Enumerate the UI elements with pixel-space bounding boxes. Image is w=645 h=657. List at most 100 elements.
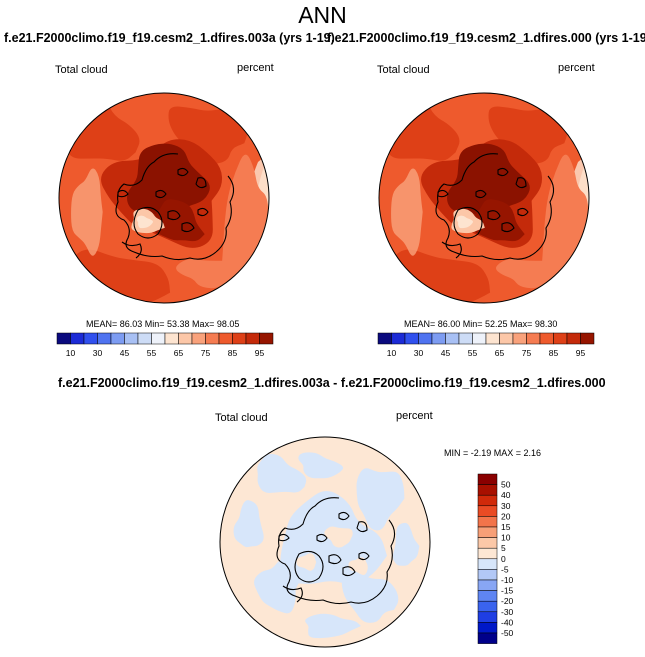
right-colorbar-box [539,332,554,345]
right-colorbar-tick-label: 10 [387,348,397,358]
diff-coastline [282,585,303,603]
right-panel-title: f.e21.F2000climo.f19_f19.cesm2_1.dfires.… [327,31,645,45]
diff-colorbar-tick-label: 20 [501,511,511,521]
right-colorbar-tick-label: 65 [495,348,505,358]
diff-field-positive-patch [296,553,317,571]
diff-colorbar-tick-label: -10 [501,575,514,585]
diff-field-positive-patch [348,557,368,576]
diff-colorbar-tick-label: 10 [501,533,511,543]
diff-panel-title: f.e21.F2000climo.f19_f19.cesm2_1.dfires.… [58,376,606,390]
right-coastline [453,206,483,239]
diff-colorbar-tick-label: -5 [501,564,509,574]
right-colorbar-box [512,332,527,345]
diff-coastline [342,566,356,577]
left-coastline [115,153,217,261]
diff-field [220,437,430,647]
left-colorbar: 10 30 45 55 65 75 85 95 [56,332,274,358]
left-map [58,92,270,304]
left-colorbar-box [124,332,139,345]
right-colorbar-box [580,332,595,345]
right-colorbar-box [377,332,392,345]
right-colorbar-box [472,332,487,345]
right-colorbar-box [458,332,473,345]
left-colorbar-tick-label: 10 [66,348,76,358]
right-colorbar-box [499,332,514,345]
right-coastline [475,189,487,199]
left-colorbar-box [218,332,233,345]
right-colorbar-tick-label: 85 [549,348,559,358]
diff-field-negative-patch [392,522,420,566]
left-colorbar-tick-label: 85 [228,348,238,358]
left-colorbar-box [191,332,206,345]
left-variable-label: Total cloud [55,64,108,76]
diff-field-negative-patch [254,559,300,614]
left-units-label: percent [237,62,274,74]
diff-field-positive-patch [324,526,353,548]
diff-colorbar-box [477,516,498,528]
diff-colorbar-box [477,600,498,613]
diff-stats: MIN = -2.19 MAX = 2.16 [444,448,542,458]
right-colorbar-box [431,332,446,345]
diff-colorbar-box [477,537,498,549]
diff-coastline [376,519,396,597]
diff-colorbar-tick-label: 40 [501,490,511,500]
left-coastline [121,241,142,259]
right-colorbar-tick-label: 45 [441,348,451,358]
left-colorbar-tick-label: 30 [93,348,103,358]
left-colorbar-tick-label: 45 [120,348,130,358]
diff-colorbar-box [477,526,498,538]
diff-colorbar-box [477,494,498,507]
right-coastline [515,177,527,189]
left-colorbar-box [178,332,193,345]
right-field-min-core [456,215,474,229]
left-coastline [155,189,167,199]
right-field-max [447,143,530,215]
right-field-patch [488,106,568,164]
diff-colorbar-tick-label: 5 [501,543,506,553]
diff-coastline [358,551,370,561]
diff-colorbar-box [477,611,498,623]
diff-coastline [328,554,342,565]
diff-colorbar-box [477,569,498,581]
right-colorbar-tick-label: 55 [468,348,478,358]
diff-colorbar-box [477,590,498,602]
left-colorbar-box [151,332,166,345]
left-coastline [133,206,163,239]
left-colorbar-tick-label: 95 [255,348,265,358]
right-colorbar-box [418,332,433,345]
diff-colorbar-box [477,505,498,517]
diff-field-negative-patch [356,468,405,531]
right-coastline [535,175,555,253]
left-colorbar-box [232,332,247,345]
right-colorbar-box [391,332,406,345]
right-coastline [435,153,537,261]
right-colorbar: 10 30 45 55 65 75 85 95 [377,332,595,358]
right-colorbar-box [404,332,419,345]
left-colorbar-box [83,332,98,345]
diff-colorbar-box [477,579,498,591]
diff-units-label: percent [396,410,433,422]
diff-colorbar-tick-label: 0 [501,554,506,564]
left-colorbar-box [56,332,71,345]
diff-colorbar-tick-label: 15 [501,522,511,532]
right-coastline [501,222,515,233]
left-field-patch [176,259,237,289]
right-colorbar-tick-label: 75 [522,348,532,358]
diff-colorbar-tick-label: 50 [501,480,511,490]
diff-colorbar-box [477,473,498,485]
diff-map [219,436,431,648]
diff-variable-label: Total cloud [215,412,268,424]
left-coastline [215,175,235,253]
right-colorbar-tick-label: 95 [576,348,586,358]
right-stats: MEAN= 86.00 Min= 52.25 Max= 98.30 [404,319,558,329]
right-colorbar-box [526,332,541,345]
diff-field-negative-patch [341,571,399,623]
diff-colorbar-box [477,558,498,570]
left-map-border [58,92,270,304]
right-colorbar-tick-label: 30 [414,348,424,358]
left-field [59,93,269,303]
diff-colorbar-tick-label: -30 [501,607,514,617]
right-coastline [517,207,529,217]
right-variable-label: Total cloud [377,64,430,76]
